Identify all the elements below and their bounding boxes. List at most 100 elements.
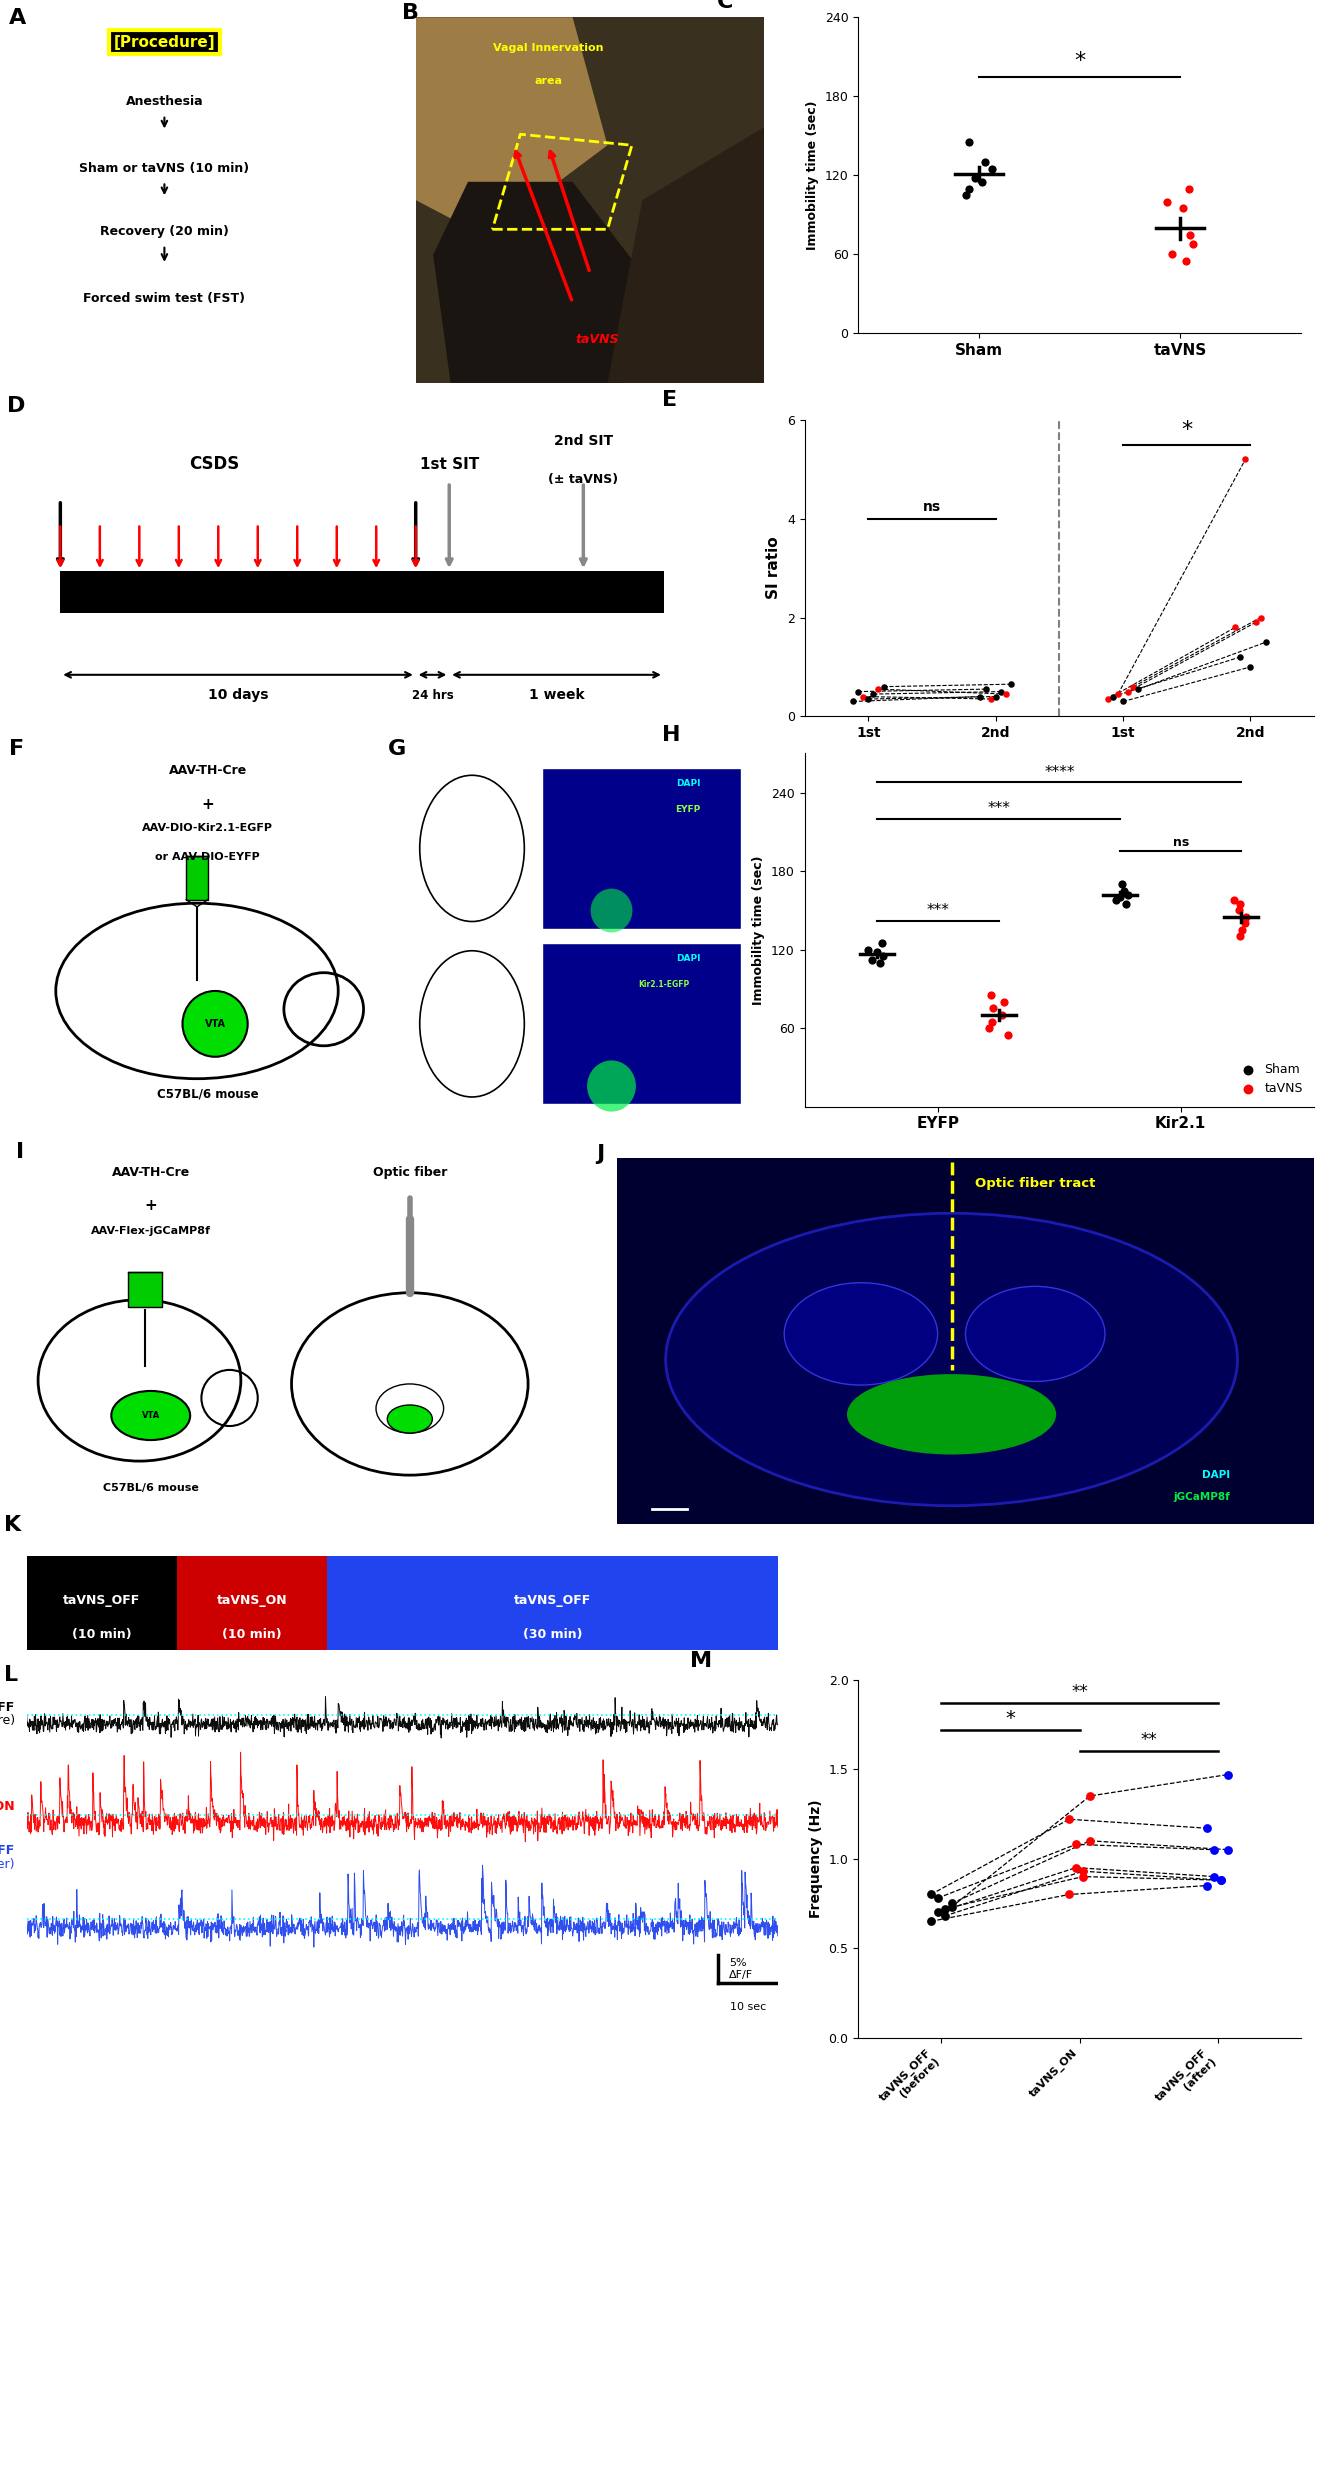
Text: +: + xyxy=(201,798,215,813)
Point xyxy=(991,995,1012,1035)
Text: L: L xyxy=(4,1665,19,1685)
Polygon shape xyxy=(607,126,764,383)
Text: CSDS: CSDS xyxy=(189,454,240,474)
Text: Anesthesia: Anesthesia xyxy=(126,94,204,109)
Point xyxy=(1239,647,1261,687)
Bar xyxy=(27,1556,177,1650)
Text: *: * xyxy=(1006,1709,1015,1729)
Point xyxy=(927,1877,948,1917)
Point xyxy=(1175,242,1196,282)
Point xyxy=(1058,1801,1080,1840)
Point xyxy=(1230,884,1251,924)
Point xyxy=(1080,1776,1101,1815)
Point xyxy=(995,674,1016,714)
Point xyxy=(1235,897,1257,936)
Text: **: ** xyxy=(1071,1682,1088,1702)
Point xyxy=(1228,892,1250,931)
Point xyxy=(1000,664,1022,704)
Point xyxy=(872,936,893,976)
Text: jGCaMP8f: jGCaMP8f xyxy=(1173,1492,1231,1502)
Bar xyxy=(327,1556,778,1650)
Text: taVNS_OFF: taVNS_OFF xyxy=(0,1845,16,1857)
Text: taVNS_ON: taVNS_ON xyxy=(217,1596,287,1608)
Point xyxy=(1156,183,1177,222)
Text: G: G xyxy=(389,739,406,758)
Text: (10 min): (10 min) xyxy=(223,1628,282,1640)
Point xyxy=(933,1897,955,1936)
Text: (30 min): (30 min) xyxy=(523,1628,582,1640)
Point xyxy=(982,1003,1003,1042)
Text: ****: **** xyxy=(1045,766,1074,781)
Point xyxy=(1196,1865,1218,1904)
Point xyxy=(982,988,1003,1028)
Point xyxy=(1196,1808,1218,1848)
Text: ***: *** xyxy=(987,800,1010,815)
Point xyxy=(1058,1875,1080,1914)
Point xyxy=(964,158,986,198)
Point xyxy=(984,677,1006,716)
Circle shape xyxy=(182,990,248,1057)
Text: C: C xyxy=(716,0,734,12)
Point xyxy=(1161,235,1183,274)
Point xyxy=(861,941,882,981)
Text: 10 sec: 10 sec xyxy=(730,2001,766,2013)
Text: B: B xyxy=(402,2,418,22)
Point xyxy=(941,1885,963,1924)
Point xyxy=(1117,672,1139,711)
Text: Forced swim test (FST): Forced swim test (FST) xyxy=(83,291,245,304)
Point xyxy=(927,1892,948,1932)
Y-axis label: SI ratio: SI ratio xyxy=(766,536,782,600)
Point xyxy=(1244,603,1266,642)
Point xyxy=(873,667,894,706)
Text: (10 min): (10 min) xyxy=(72,1628,131,1640)
Point xyxy=(842,682,864,721)
Text: E: E xyxy=(662,390,677,410)
Text: AAV-DIO-Kir2.1-EGFP: AAV-DIO-Kir2.1-EGFP xyxy=(142,823,274,832)
Point xyxy=(1065,1825,1086,1865)
Text: 5%
ΔF/F: 5% ΔF/F xyxy=(730,1959,754,1978)
Point xyxy=(853,677,874,716)
Point xyxy=(1204,1857,1226,1897)
Text: taVNS_OFF: taVNS_OFF xyxy=(514,1596,591,1608)
Text: ns: ns xyxy=(923,499,941,514)
Point xyxy=(979,1008,1000,1047)
Circle shape xyxy=(587,1060,636,1112)
Text: Vagal Innervation: Vagal Innervation xyxy=(493,42,603,52)
Point xyxy=(1224,879,1246,919)
Text: taVNS_ON: taVNS_ON xyxy=(0,1801,16,1813)
Y-axis label: Immobility time (sec): Immobility time (sec) xyxy=(806,101,819,249)
Text: Optic fiber tract: Optic fiber tract xyxy=(975,1176,1096,1191)
Point xyxy=(933,1890,955,1929)
Text: or AAV-DIO-EYFP: or AAV-DIO-EYFP xyxy=(156,852,260,862)
Point xyxy=(920,1875,941,1914)
Point xyxy=(975,669,996,709)
Polygon shape xyxy=(416,17,607,237)
Point xyxy=(1108,674,1129,714)
Circle shape xyxy=(590,889,633,934)
Point xyxy=(1113,682,1134,721)
Text: C57BL/6 mouse: C57BL/6 mouse xyxy=(103,1482,198,1492)
Polygon shape xyxy=(433,183,642,383)
Point xyxy=(1230,637,1251,677)
Bar xyxy=(177,1556,327,1650)
Point xyxy=(1102,677,1124,716)
Point xyxy=(1231,909,1252,948)
Point xyxy=(1235,440,1257,479)
Text: *: * xyxy=(1181,420,1192,440)
Text: (after): (after) xyxy=(0,1857,16,1870)
Point xyxy=(862,674,884,714)
Bar xyxy=(542,944,740,1104)
Text: K: K xyxy=(4,1514,21,1534)
Point xyxy=(959,124,980,163)
Bar xyxy=(186,855,208,899)
Point xyxy=(857,929,878,968)
Circle shape xyxy=(388,1405,432,1433)
Point xyxy=(990,672,1011,711)
Text: Recovery (20 min): Recovery (20 min) xyxy=(101,225,229,237)
Point xyxy=(971,163,992,203)
Text: ns: ns xyxy=(1172,835,1189,850)
Point xyxy=(970,677,991,716)
Text: (taVNS): (taVNS) xyxy=(1200,776,1259,788)
Text: F: F xyxy=(8,739,24,758)
Text: I: I xyxy=(16,1141,24,1161)
